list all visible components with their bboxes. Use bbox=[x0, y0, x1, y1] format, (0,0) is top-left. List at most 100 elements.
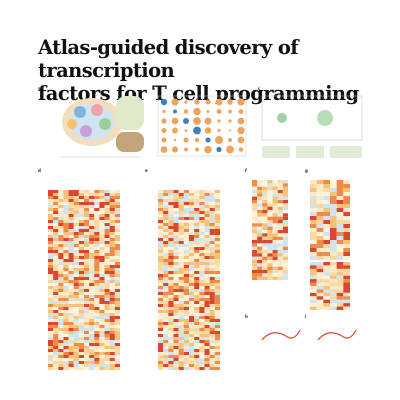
heat-cell bbox=[310, 252, 317, 256]
heat-cell bbox=[330, 286, 337, 290]
heat-cell bbox=[73, 244, 79, 247]
heat-cell bbox=[330, 252, 337, 256]
heat-cell bbox=[194, 220, 200, 223]
heat-cell bbox=[168, 325, 174, 328]
heat-cell bbox=[336, 268, 344, 273]
heat-cell bbox=[53, 199, 59, 202]
heat-cell bbox=[168, 211, 174, 214]
heat-cell bbox=[316, 286, 324, 290]
heat-cell bbox=[114, 277, 120, 280]
heat-cell bbox=[53, 265, 59, 268]
heat-cell bbox=[173, 190, 179, 193]
heat-cell bbox=[267, 260, 273, 264]
heat-cell bbox=[63, 217, 69, 220]
heat-cell bbox=[78, 355, 84, 358]
heat-cell bbox=[63, 223, 69, 226]
heat-cell bbox=[94, 208, 100, 211]
heat-cell bbox=[104, 298, 110, 301]
heat-cell bbox=[109, 199, 115, 202]
heat-cell bbox=[63, 355, 69, 358]
heat-cell bbox=[104, 262, 110, 265]
heat-cell bbox=[267, 223, 273, 227]
heat-cell bbox=[94, 235, 100, 238]
heat-cell bbox=[58, 196, 64, 199]
heat-cell bbox=[204, 220, 210, 223]
heat-cell bbox=[163, 262, 169, 265]
heat-cell bbox=[48, 232, 54, 235]
heat-cell bbox=[336, 180, 344, 184]
matrix-dot bbox=[183, 137, 189, 143]
heat-cell bbox=[53, 193, 59, 196]
heat-cell bbox=[209, 343, 215, 346]
heat-cell bbox=[214, 271, 220, 274]
heat-cell bbox=[84, 217, 90, 220]
heat-cell bbox=[89, 223, 95, 226]
heat-cell bbox=[84, 244, 90, 247]
heat-cell bbox=[63, 190, 69, 193]
heat-cell bbox=[99, 262, 105, 265]
heat-cell bbox=[78, 346, 84, 349]
heat-cell bbox=[199, 193, 205, 196]
heat-cell bbox=[114, 271, 120, 274]
trajectory bbox=[317, 329, 357, 341]
heat-cell bbox=[199, 319, 205, 322]
heat-cell bbox=[104, 211, 110, 214]
heat-cell bbox=[252, 213, 258, 217]
heat-cell bbox=[183, 259, 189, 262]
heat-cell bbox=[252, 270, 258, 274]
heat-cell bbox=[84, 250, 90, 253]
heat-cell bbox=[58, 364, 64, 367]
matrix-dot bbox=[161, 137, 167, 143]
heat-cell bbox=[310, 188, 317, 192]
heat-cell bbox=[163, 190, 169, 193]
heat-cell bbox=[94, 349, 100, 352]
matrix-dot bbox=[228, 129, 232, 132]
heat-cell bbox=[84, 241, 90, 244]
heat-cell bbox=[48, 247, 54, 250]
heat-cell bbox=[94, 232, 100, 235]
heat-cell bbox=[214, 289, 220, 292]
heat-cell bbox=[53, 313, 59, 316]
heat-cell bbox=[272, 186, 278, 190]
heat-cell bbox=[94, 193, 100, 196]
matrix-dot bbox=[226, 145, 234, 154]
heat-cell bbox=[78, 202, 84, 205]
heat-cell bbox=[63, 289, 69, 292]
heat-cell bbox=[214, 229, 220, 232]
heat-cell bbox=[58, 358, 64, 361]
heat-cell bbox=[84, 208, 90, 211]
heat-cell bbox=[114, 199, 120, 202]
heat-cell bbox=[163, 325, 169, 328]
heat-cell bbox=[104, 238, 110, 241]
heat-cell bbox=[68, 232, 74, 235]
heat-cell bbox=[89, 277, 95, 280]
heat-cell bbox=[68, 304, 74, 307]
heat-cell bbox=[168, 196, 174, 199]
heat-cell bbox=[168, 364, 174, 367]
heat-cell bbox=[109, 301, 115, 304]
heat-cell bbox=[63, 238, 69, 241]
heat-cell bbox=[204, 196, 210, 199]
heat-cell bbox=[168, 295, 174, 298]
heat-cell bbox=[99, 367, 105, 370]
heat-cell bbox=[104, 325, 110, 328]
heat-cell bbox=[277, 186, 283, 190]
heat-cell bbox=[262, 236, 268, 240]
heat-cell bbox=[158, 286, 164, 289]
heat-cell bbox=[262, 226, 268, 230]
heat-cell bbox=[209, 196, 215, 199]
heat-cell bbox=[178, 247, 184, 250]
heat-cell bbox=[199, 238, 205, 241]
heat-cell bbox=[173, 325, 179, 328]
heat-cell bbox=[94, 334, 100, 337]
heat-cell bbox=[109, 220, 115, 223]
heat-cell bbox=[114, 217, 120, 220]
heat-cell bbox=[183, 265, 189, 268]
heat-cell bbox=[199, 325, 205, 328]
heat-cell bbox=[252, 226, 258, 230]
heat-cell bbox=[189, 259, 195, 262]
heat-cell bbox=[58, 334, 64, 337]
heat-cell bbox=[94, 259, 100, 262]
heat-cell bbox=[214, 244, 220, 247]
panel-letter: f bbox=[245, 168, 247, 173]
